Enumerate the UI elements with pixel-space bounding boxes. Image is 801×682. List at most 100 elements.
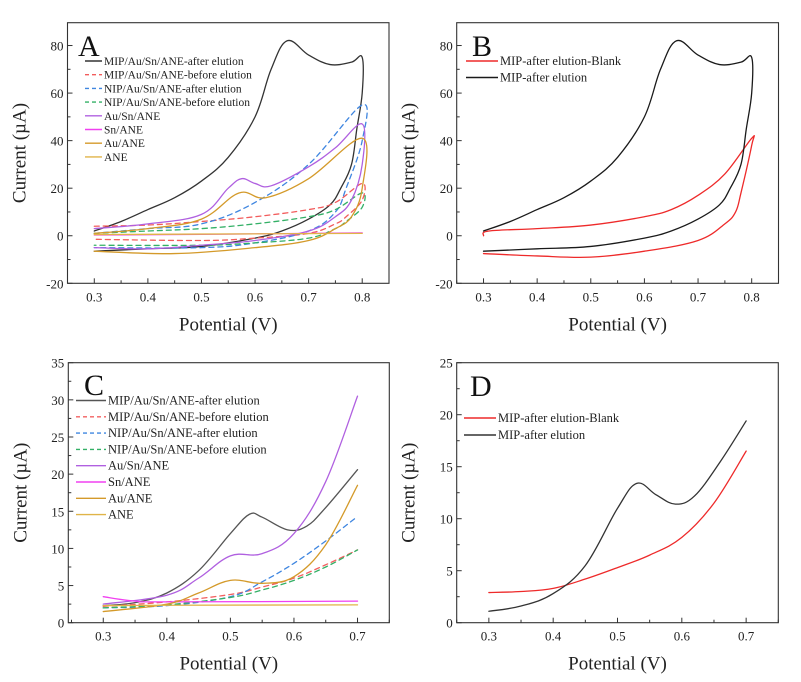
x-tick-label: 0.6 [674,629,691,644]
legend-item: MIP/Au/Sn/ANE-before elution [85,70,252,82]
y-tick-label: 20 [440,408,453,423]
y-tick-label: 60 [440,86,453,101]
y-tick-label: 0 [57,229,64,244]
y-tick-label: 15 [51,504,64,519]
y-tick-label: 60 [51,86,64,101]
series-group [93,39,368,255]
series-line-ane [93,232,363,236]
series-group [488,420,747,612]
legend-item: MIP-after elution [466,71,588,85]
legend-item: Au/Sn/ANE [76,459,169,473]
legend-label: MIP/Au/Sn/ANE-before elution [108,410,269,424]
x-tick-label: 0.3 [86,289,102,304]
series-line-sn-ane [102,596,359,603]
series-line-mip-after-elution [482,39,754,252]
legend-item: Sn/ANE [76,475,151,489]
panel-letter: D [470,370,492,403]
legend-item: MIP/Au/Sn/ANE-after elution [76,394,260,408]
panel-letter: A [78,30,100,63]
legend-label: ANE [108,508,134,522]
x-tick-label: 0.7 [301,289,318,304]
y-tick-label: 80 [51,39,64,54]
legend-label: NIP/Au/Sn/ANE-after elution [108,426,258,440]
x-axis-title: Potential (V) [179,654,278,675]
x-tick-label: 0.7 [349,629,366,644]
legend-item: Au/Sn/ANE [85,111,160,123]
x-tick-label: 0.6 [636,289,653,304]
y-tick-label: 20 [51,181,64,196]
x-tick-label: 0.7 [738,629,755,644]
legend-item: Au/ANE [85,138,145,150]
legend-item: MIP-after elution [464,428,586,442]
y-tick-label: 30 [51,393,64,408]
x-tick-label: 0.4 [529,289,546,304]
panel-letter: C [84,369,104,402]
legend-label: NIP/Au/Sn/ANE-before elution [108,442,267,456]
x-tick-label: 0.3 [481,629,497,644]
x-tick-label: 0.8 [354,289,370,304]
x-tick-label: 0.7 [690,289,707,304]
plot-frame [456,362,779,624]
legend-item: ANE [85,152,128,164]
x-axis-title: Potential (V) [568,314,667,335]
legend-item: NIP/Au/Sn/ANE-before elution [76,442,267,456]
legend-item: NIP/Au/Sn/ANE-before elution [85,97,250,109]
x-tick-label: 0.5 [193,289,209,304]
legend-item: MIP/Au/Sn/ANE-before elution [76,410,269,424]
series-line-mip-after-elution-blank [488,450,747,594]
y-tick-label: 0 [58,616,65,631]
y-tick-label: 20 [440,181,453,196]
x-tick-label: 0.3 [95,629,111,644]
x-tick-label: 0.8 [744,289,760,304]
legend-label: NIP/Au/Sn/ANE-after elution [104,83,242,95]
x-tick-label: 0.4 [159,629,176,644]
legend-label: NIP/Au/Sn/ANE-before elution [104,97,250,109]
legend-item: MIP-after elution-Blank [466,54,622,68]
series-line-mip-after-elution-blank [482,135,755,259]
y-tick-label: 25 [51,430,64,445]
series-line-mip-au-sn-ane-before-elution [93,182,366,242]
series-line-mip-au-sn-ane-after-elution [93,39,364,252]
x-tick-label: 0.6 [247,289,264,304]
x-tick-label: 0.5 [583,289,599,304]
y-tick-label: 20 [51,467,64,482]
x-tick-label: 0.6 [286,629,303,644]
panel-letter: B [472,30,492,63]
legend-label: Au/ANE [108,491,153,505]
legend-item: NIP/Au/Sn/ANE-after elution [76,426,258,440]
series-group [102,395,359,613]
legend: MIP-after elution-Blank MIP-after elution [464,411,620,442]
y-tick-label: 25 [440,356,453,371]
y-tick-label: 10 [440,512,453,527]
panel-c: 0.3 0.4 0.5 0.6 0.7 0 5 10 15 20 25 30 35 Potential (… [10,356,390,675]
series-line-au-ane [102,484,359,613]
legend-item: Sn/ANE [85,125,143,137]
panel-d: 0.3 0.4 0.5 0.6 0.7 0 5 10 15 20 25 Potential (V) Cu… [399,356,779,675]
x-axis-title: Potential (V) [179,314,278,335]
series-line-au-sn-ane [93,123,366,250]
legend-label: MIP-after elution [498,428,586,442]
legend-label: ANE [104,152,128,164]
legend-item: MIP-after elution-Blank [464,411,620,425]
legend-label: Sn/ANE [108,475,151,489]
y-tick-label: -20 [46,276,63,291]
legend-item: MIP/Au/Sn/ANE-after elution [85,56,244,68]
panel-b: 0.3 0.4 0.5 0.6 0.7 0.8 -20 0 20 40 60 80 Potential … [399,22,780,335]
x-axis-title: Potential (V) [568,654,667,675]
legend-label: Au/Sn/ANE [104,111,160,123]
y-tick-label: 40 [51,134,64,149]
legend-label: Au/Sn/ANE [108,459,169,473]
legend: MIP/Au/Sn/ANE-after elution MIP/Au/Sn/ANE… [85,56,252,164]
legend-label: MIP-after elution [500,71,588,85]
legend-label: MIP/Au/Sn/ANE-after elution [108,394,260,408]
panel-a: 0.3 0.4 0.5 0.6 0.7 0.8 -20 0 20 40 60 80 Potential … [10,22,390,335]
legend: MIP-after elution-Blank MIP-after elution [466,54,622,85]
y-tick-label: 10 [51,541,64,556]
y-tick-label: 5 [446,564,453,579]
x-tick-label: 0.3 [475,289,491,304]
series-line-ane [102,604,359,607]
y-tick-label: 0 [446,229,453,244]
plot-frame [66,22,390,284]
legend-label: MIP-after elution-Blank [498,411,620,425]
